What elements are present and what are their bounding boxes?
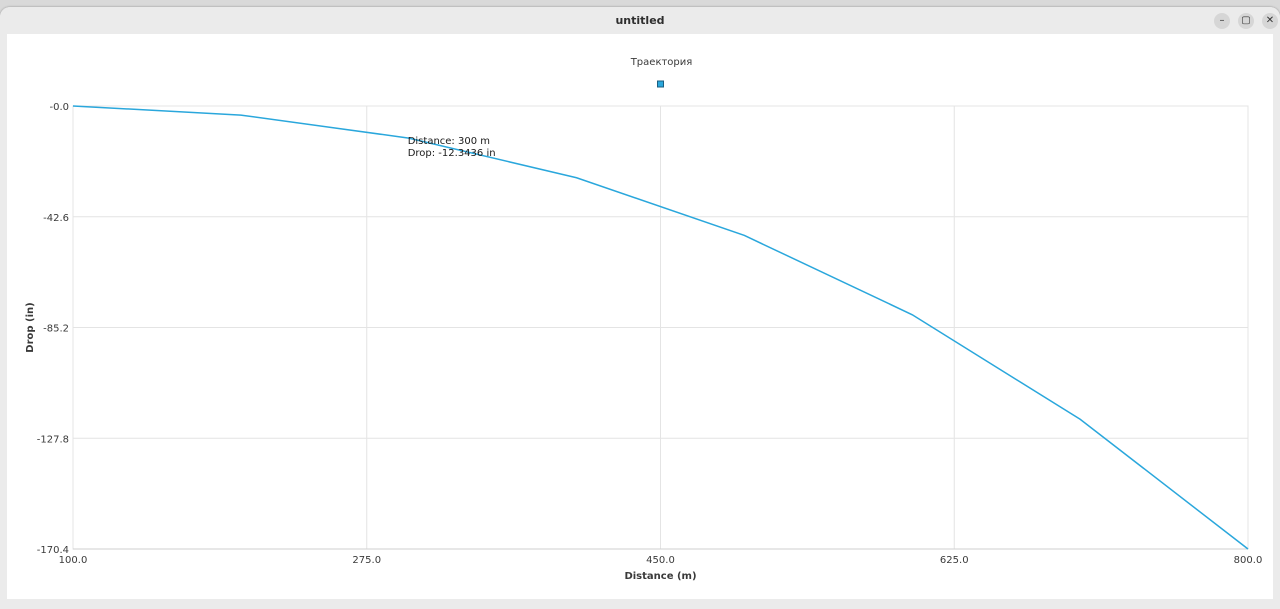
- title-bar: untitled – ▢ ✕: [0, 7, 1280, 35]
- series-line: [72, 105, 1249, 550]
- x-tick-label: 275.0: [352, 555, 381, 566]
- y-tick-label: -170.4: [37, 545, 69, 556]
- x-tick-label: 625.0: [940, 555, 969, 566]
- minimize-button[interactable]: –: [1214, 13, 1230, 29]
- y-tick-label: -42.6: [43, 213, 69, 224]
- chart-title: Траектория: [630, 57, 693, 68]
- y-tick-label: -127.8: [37, 434, 69, 445]
- close-button[interactable]: ✕: [1262, 13, 1278, 29]
- maximize-button[interactable]: ▢: [1238, 13, 1254, 29]
- y-axis-label: Drop (in): [25, 302, 36, 352]
- x-tick-label: 100.0: [59, 555, 88, 566]
- chart-area: 100.0 275.0 450.0 625.0 800.0 -0.0 -42.6 -85.2 -…: [7, 34, 1273, 599]
- annotation-line: Drop: -12.3436 in: [408, 148, 496, 159]
- chart-svg: 100.0 275.0 450.0 625.0 800.0 -0.0 -42.6 -85.2 -…: [25, 57, 1263, 582]
- annotation-line: Distance: 300 m: [408, 136, 490, 147]
- legend-marker: [657, 80, 664, 88]
- y-tick-label: -85.2: [43, 324, 69, 335]
- x-axis-label: Distance (m): [624, 571, 696, 582]
- x-tick-label: 450.0: [646, 555, 675, 566]
- window-title: untitled: [615, 14, 665, 27]
- y-tick-label: -0.0: [49, 102, 69, 113]
- x-tick-label: 800.0: [1234, 555, 1263, 566]
